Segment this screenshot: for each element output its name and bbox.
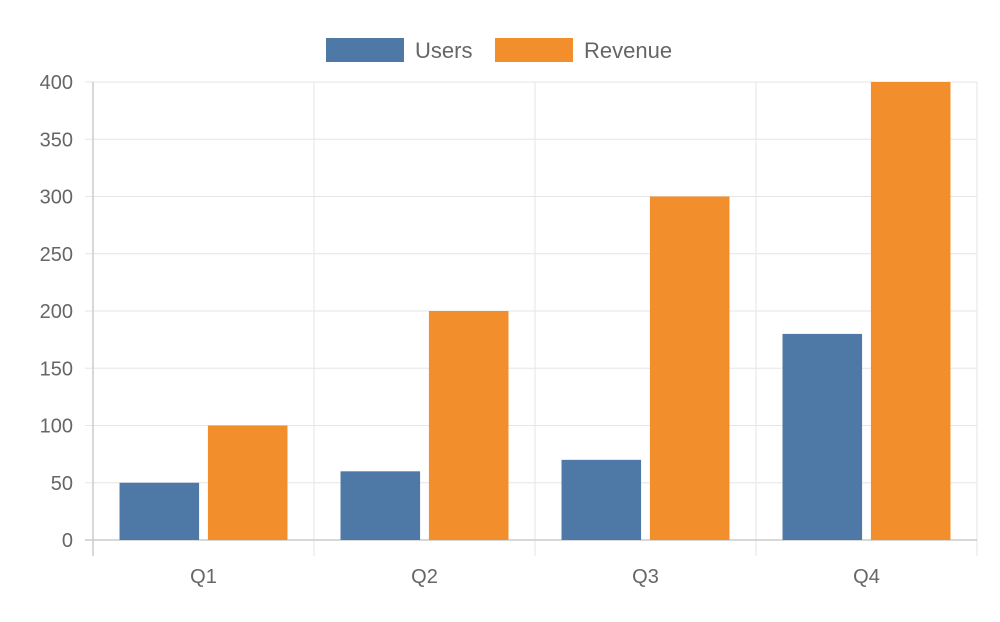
legend-item-revenue[interactable]: Revenue (495, 38, 672, 63)
y-tick-label: 400 (40, 72, 73, 94)
axis-labels: 0 50 100 150 200 250 300 350 400 Q1 Q2 Q3 Q4 (40, 72, 880, 588)
x-tick-label: Q4 (853, 566, 880, 588)
y-tick-label: 0 (62, 530, 73, 552)
y-tick-label: 200 (40, 301, 73, 323)
legend-swatch (326, 38, 404, 62)
y-tick-label: 50 (51, 473, 73, 495)
y-tick-label: 300 (40, 187, 73, 209)
bar-revenue-q4[interactable] (870, 82, 951, 540)
y-tick-label: 350 (40, 129, 73, 151)
bar-revenue-q3[interactable] (649, 196, 730, 541)
x-tick-label: Q2 (411, 566, 438, 588)
legend-label: Revenue (584, 38, 672, 63)
y-tick-label: 150 (40, 358, 73, 380)
y-tick-label: 100 (40, 416, 73, 438)
bar-users-q3[interactable] (561, 459, 642, 540)
bar-users-q2[interactable] (340, 471, 421, 540)
legend-item-users[interactable]: Users (326, 38, 472, 63)
bar-users-q4[interactable] (782, 333, 863, 540)
legend-swatch (495, 38, 573, 62)
legend: Users Revenue (326, 38, 672, 63)
x-tick-label: Q1 (190, 566, 217, 588)
bar-users-q1[interactable] (119, 482, 200, 540)
legend-label: Users (415, 38, 472, 63)
bar-revenue-q2[interactable] (428, 311, 509, 540)
x-tick-label: Q3 (632, 566, 659, 588)
bar-revenue-q1[interactable] (207, 425, 288, 541)
bars (119, 82, 951, 541)
y-tick-label: 250 (40, 244, 73, 266)
